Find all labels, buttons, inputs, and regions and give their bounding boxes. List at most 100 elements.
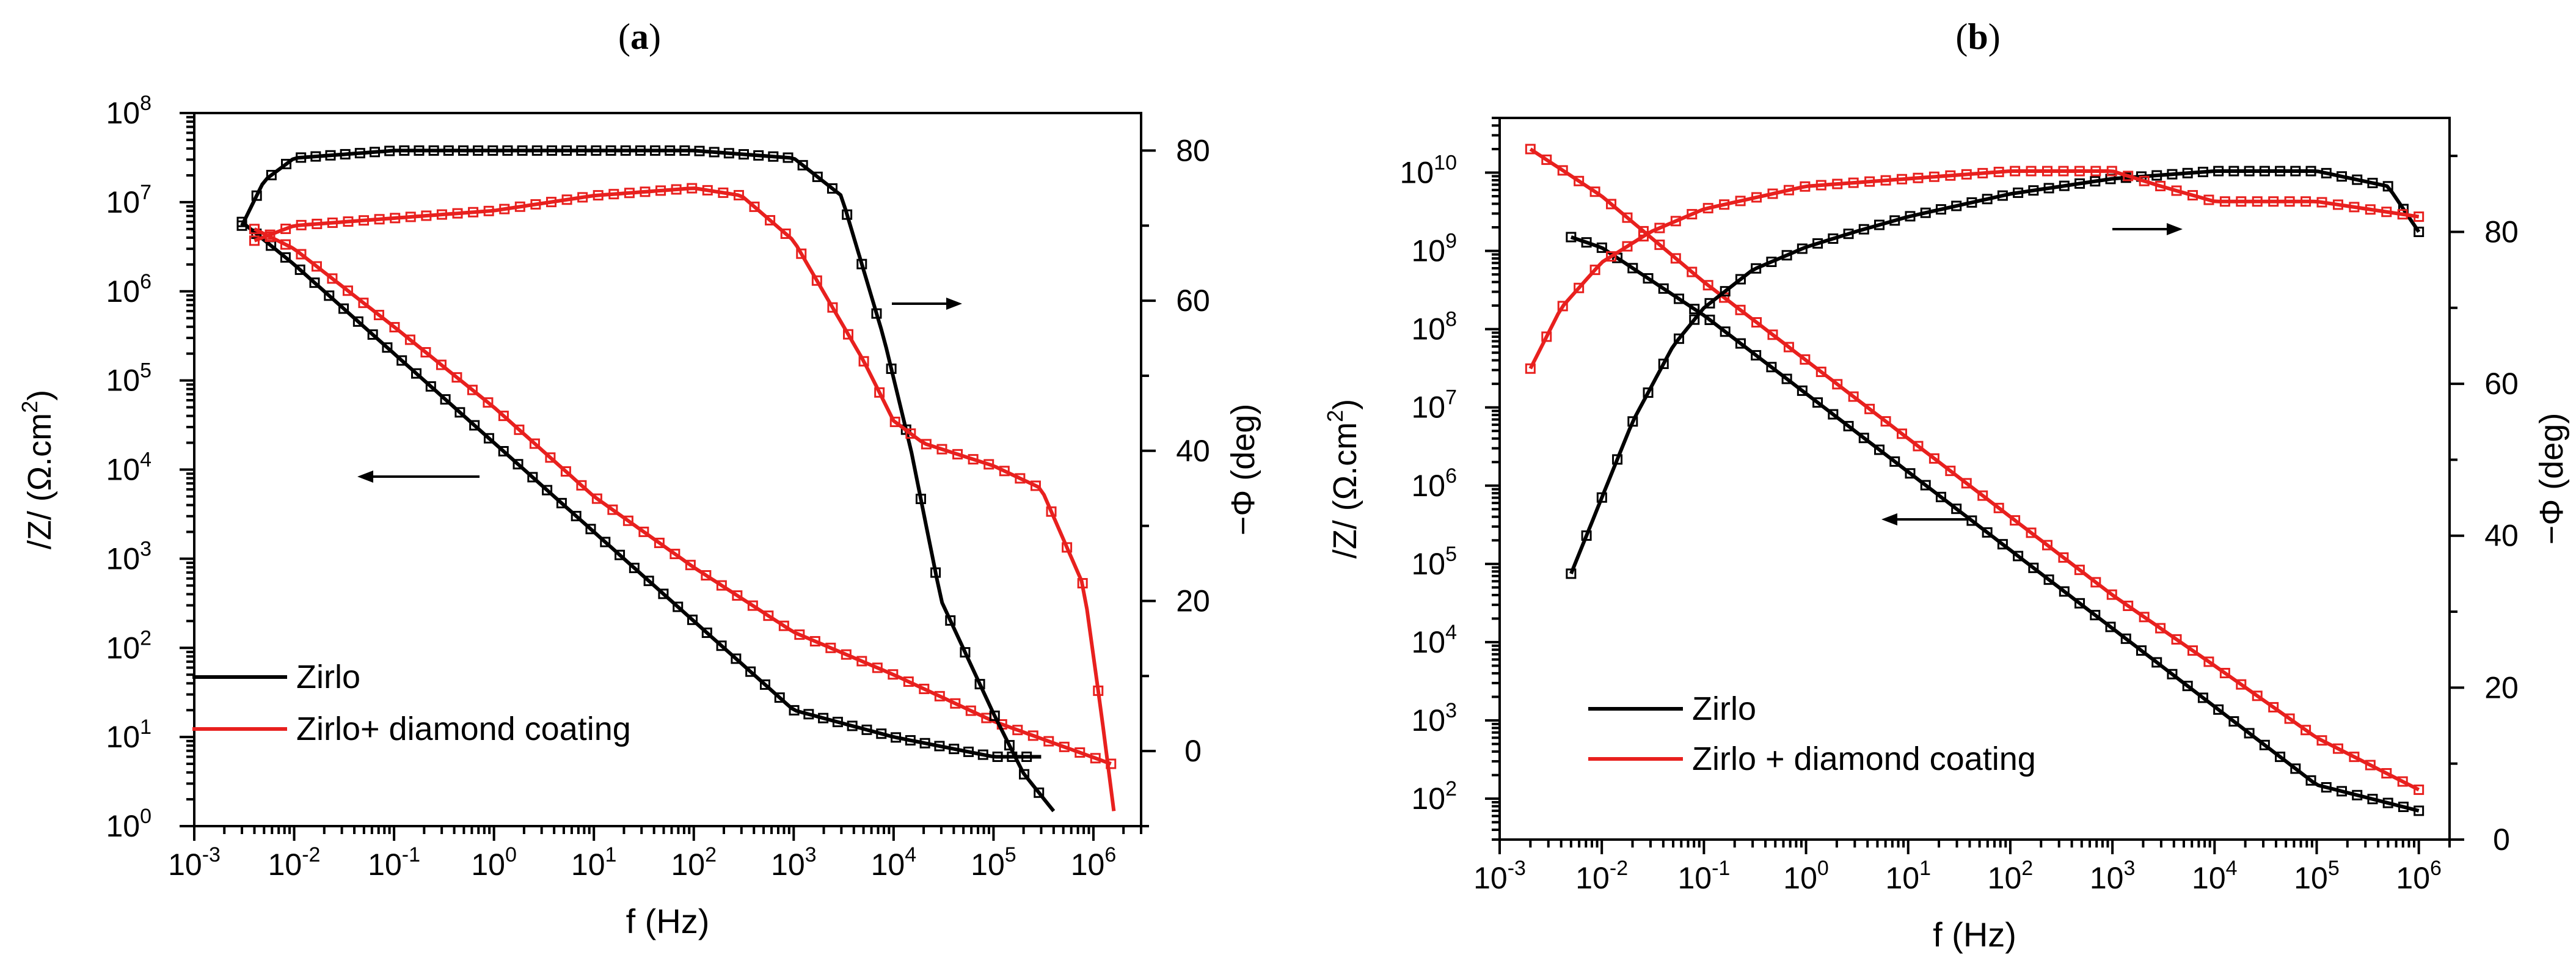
data-point xyxy=(2197,166,2208,177)
data-point xyxy=(1702,280,1713,291)
data-point xyxy=(487,145,498,156)
data-point xyxy=(2382,181,2393,192)
y-right-tick-label: 80 xyxy=(2484,214,2519,249)
data-point xyxy=(915,493,926,504)
panel-a: (a) 10-3 10-2 10-1 100 101 102 103 104 105 106 100 1… xyxy=(17,16,1261,940)
data-point xyxy=(2120,633,2131,644)
data-point xyxy=(405,211,416,222)
data-point xyxy=(280,239,291,250)
data-point xyxy=(1027,730,1038,741)
data-point xyxy=(2332,743,2343,754)
data-point xyxy=(1689,304,1700,315)
data-point xyxy=(856,656,867,667)
data-point xyxy=(809,635,820,646)
data-point xyxy=(1843,229,1854,240)
data-point xyxy=(1889,215,1900,226)
data-point xyxy=(498,445,509,456)
data-point xyxy=(952,449,963,460)
data-point xyxy=(2290,763,2301,774)
data-point xyxy=(451,372,462,383)
data-point xyxy=(2074,166,2085,177)
data-point xyxy=(513,459,524,470)
data-point xyxy=(352,316,363,327)
data-point xyxy=(296,152,307,163)
data-point xyxy=(2203,194,2214,205)
data-point xyxy=(483,433,494,444)
x-tick-label: 105 xyxy=(2294,857,2340,895)
data-point xyxy=(1781,250,1792,261)
data-point xyxy=(1993,502,2004,513)
data-point xyxy=(1832,178,1843,189)
y-right-tick-label: 80 xyxy=(1176,133,1210,167)
data-point xyxy=(343,216,354,227)
data-point xyxy=(2259,739,2270,750)
data-point xyxy=(576,145,587,156)
data-point xyxy=(327,218,338,229)
data-point xyxy=(1093,685,1104,696)
data-point xyxy=(411,368,422,379)
data-point xyxy=(1977,490,1988,501)
y-left-tick-label: 105 xyxy=(1411,543,1457,581)
data-point xyxy=(1606,199,1617,210)
data-point xyxy=(2337,171,2348,182)
data-point xyxy=(546,145,557,156)
data-point xyxy=(2244,728,2255,739)
data-point xyxy=(2026,166,2037,177)
data-point xyxy=(1767,188,1778,199)
y-left-tick-label: 101 xyxy=(106,716,151,754)
y-right-tick-label: 0 xyxy=(2493,822,2510,857)
data-point xyxy=(841,649,852,660)
data-point xyxy=(2090,176,2101,187)
data-point xyxy=(2043,183,2054,194)
y-right-tick-label: 40 xyxy=(2484,519,2519,553)
data-point xyxy=(251,190,262,201)
data-point xyxy=(818,712,829,723)
data-point xyxy=(2059,180,2070,191)
data-point xyxy=(1913,172,1924,183)
y-left-axis-title: /Z/ (Ω.cm2) xyxy=(17,390,58,549)
data-point xyxy=(874,387,885,398)
data-point xyxy=(436,209,447,220)
data-point xyxy=(2236,196,2247,207)
data-point xyxy=(1654,240,1665,251)
data-point xyxy=(483,205,494,216)
data-point xyxy=(467,384,478,395)
data-point xyxy=(2155,180,2166,191)
data-point xyxy=(1606,251,1617,262)
data-point xyxy=(1864,403,1875,414)
fit-line-phase-2 xyxy=(240,148,1056,813)
data-point xyxy=(629,562,640,573)
data-point xyxy=(1077,577,1088,588)
data-point xyxy=(1966,197,1977,208)
data-point xyxy=(1059,741,1070,752)
data-point xyxy=(1643,273,1654,284)
data-point xyxy=(999,466,1010,477)
data-point xyxy=(436,359,447,370)
data-point xyxy=(468,207,479,218)
data-point xyxy=(1673,333,1684,344)
data-point xyxy=(745,666,756,677)
data-point xyxy=(1735,274,1746,285)
data-point xyxy=(607,504,618,515)
data-point xyxy=(1622,241,1633,252)
data-point xyxy=(1828,233,1839,244)
data-point xyxy=(965,705,976,716)
y-left-tick-label: 103 xyxy=(1411,699,1457,738)
data-point xyxy=(414,145,425,156)
x-tick-label: 10-1 xyxy=(1677,857,1730,895)
data-point xyxy=(974,679,985,690)
data-point xyxy=(249,235,260,246)
data-point xyxy=(936,444,947,455)
data-point xyxy=(1581,530,1592,541)
fit-line-modulus-1 xyxy=(254,227,1112,766)
data-point xyxy=(1557,165,1568,176)
data-point xyxy=(1030,480,1041,491)
y-right-tick-label: 60 xyxy=(1176,284,1210,318)
data-point xyxy=(2228,166,2239,177)
data-point xyxy=(1913,441,1924,452)
data-point xyxy=(716,640,727,651)
data-point xyxy=(296,219,307,230)
data-point xyxy=(294,264,305,275)
data-point xyxy=(527,472,538,483)
data-point xyxy=(763,610,774,621)
